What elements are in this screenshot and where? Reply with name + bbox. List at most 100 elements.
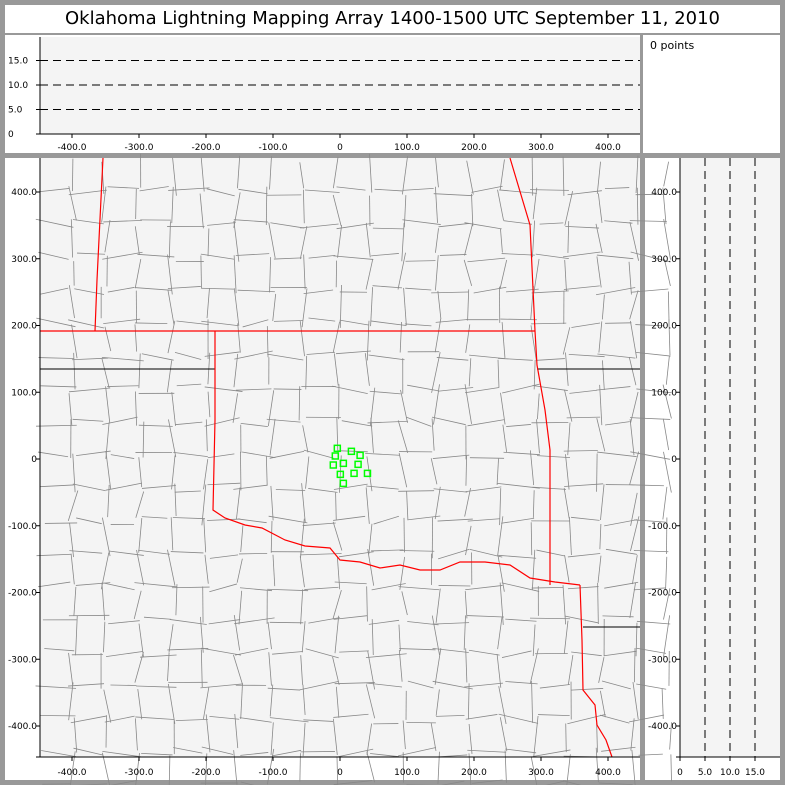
county-line: [71, 324, 78, 359]
county-line: [234, 350, 273, 360]
county-line: [167, 320, 176, 354]
y-tick-label: 200.0: [11, 322, 37, 332]
county-line: [532, 220, 536, 258]
county-line: [110, 684, 137, 686]
county-line: [204, 386, 243, 392]
county-line: [565, 225, 600, 229]
county-line: [134, 287, 172, 291]
county-line: [562, 251, 601, 258]
county-line: [373, 515, 400, 525]
county-line: [200, 253, 235, 260]
county-line: [597, 451, 637, 458]
county-line: [270, 722, 274, 755]
county-line: [532, 624, 536, 657]
county-line: [568, 354, 605, 358]
county-line: [367, 548, 375, 586]
county-line: [633, 550, 669, 553]
county-line: [170, 517, 174, 551]
county-line: [505, 618, 537, 622]
county-line: [232, 393, 238, 423]
county-line: [432, 622, 470, 625]
county-line: [104, 715, 135, 723]
county-line: [267, 353, 304, 361]
county-line: [571, 516, 600, 521]
county-line: [399, 648, 436, 651]
county-line: [604, 220, 633, 224]
county-line: [497, 516, 504, 557]
county-line: [431, 418, 435, 451]
county-line: [175, 719, 208, 721]
county-line: [168, 221, 171, 259]
county-line: [567, 553, 601, 558]
county-line: [433, 488, 468, 493]
county-line: [465, 585, 503, 591]
county-line: [134, 391, 137, 426]
lightning-source-marker: [347, 447, 356, 456]
county-line: [370, 753, 400, 758]
county-line: [266, 418, 301, 423]
county-line: [269, 257, 272, 293]
county-line: [301, 483, 306, 523]
county-line: [533, 715, 539, 757]
county-line: [299, 556, 305, 588]
county-line: [531, 156, 534, 196]
county-line: [173, 747, 203, 754]
county-line: [37, 451, 69, 458]
county-line: [499, 582, 504, 625]
county-line: [299, 680, 339, 691]
county-line: [367, 650, 375, 690]
county-line: [405, 260, 436, 262]
texas-louisiana-border: [579, 584, 613, 758]
county-line: [101, 358, 110, 389]
x-tick-label: -200.0: [191, 768, 220, 778]
county-line: [167, 286, 201, 289]
county-line: [398, 747, 437, 757]
county-line: [564, 554, 570, 583]
y-tick-label: 0: [31, 455, 37, 465]
county-line: [236, 558, 243, 583]
county-line: [435, 186, 438, 223]
county-line: [268, 652, 272, 686]
county-line: [600, 484, 605, 521]
county-line: [302, 425, 309, 453]
county-line: [370, 320, 407, 326]
y-tick-label: -100.0: [648, 522, 677, 532]
county-line: [662, 486, 668, 520]
county-line: [463, 259, 473, 286]
county-line: [432, 680, 473, 690]
county-line: [566, 416, 601, 419]
county-line: [102, 752, 110, 785]
county-line: [437, 387, 474, 392]
county-line: [332, 718, 338, 755]
x-tick-label: 200.0: [461, 768, 487, 778]
county-line: [200, 683, 243, 689]
county-line: [468, 723, 473, 754]
county-line: [597, 555, 602, 583]
lightning-source-marker: [339, 479, 348, 488]
county-line: [432, 647, 469, 653]
county-line: [402, 219, 441, 225]
county-line: [336, 222, 374, 230]
county-line: [209, 715, 240, 720]
county-line: [176, 320, 209, 326]
county-line: [374, 188, 403, 192]
county-line: [70, 715, 107, 724]
county-line: [533, 360, 536, 390]
county-line: [533, 258, 540, 293]
lightning-source-marker: [336, 470, 345, 479]
county-line: [371, 619, 374, 655]
county-line: [503, 451, 540, 456]
county-line: [68, 393, 73, 425]
county-line: [302, 684, 306, 715]
county-line: [308, 254, 336, 259]
county-line: [467, 518, 500, 522]
county-line: [497, 189, 504, 221]
county-line: [500, 228, 503, 253]
county-line: [101, 582, 106, 621]
county-line: [370, 549, 404, 552]
county-line: [275, 489, 306, 491]
county-line: [598, 782, 633, 785]
county-line: [175, 421, 203, 426]
county-line: [272, 554, 276, 587]
county-line: [265, 456, 268, 486]
